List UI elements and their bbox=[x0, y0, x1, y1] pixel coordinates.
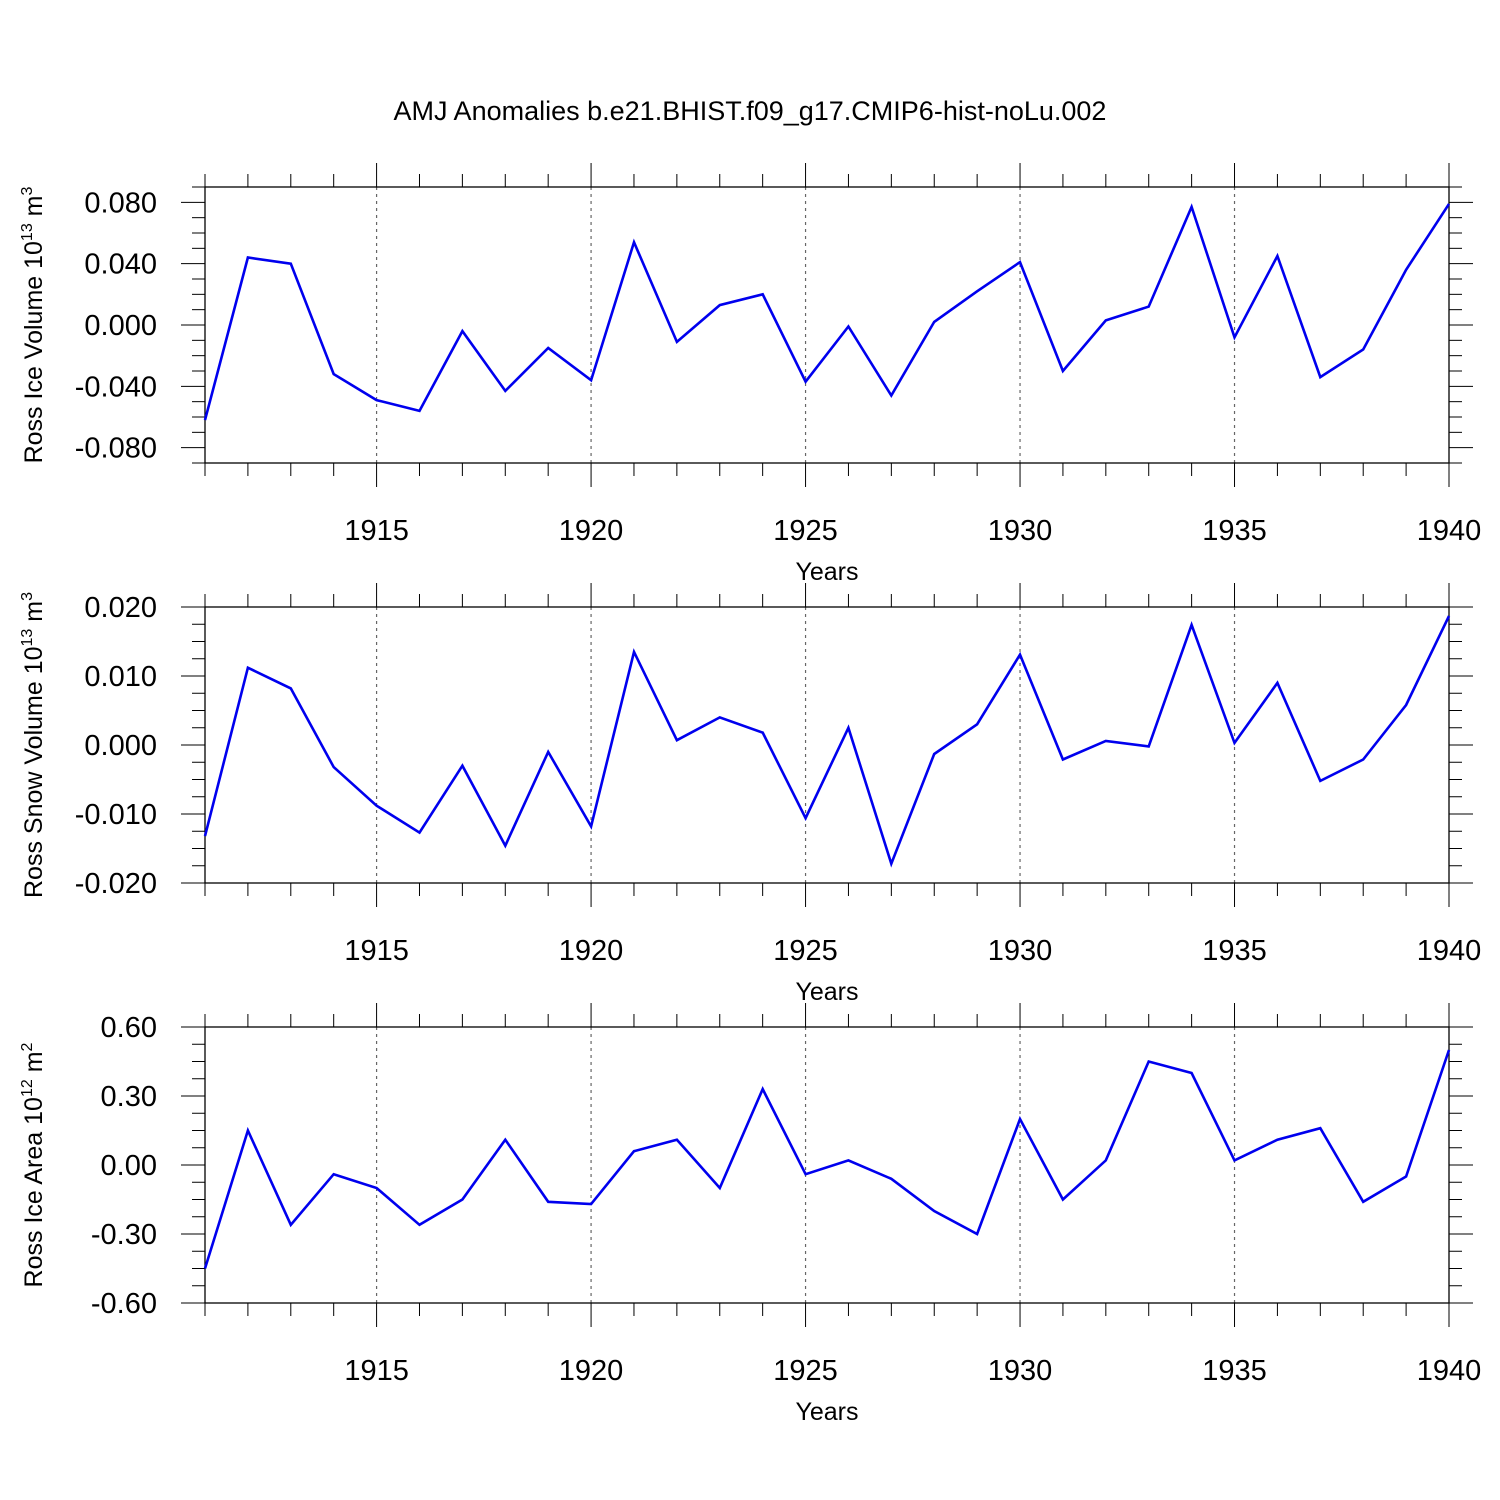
x-axis-label: Years bbox=[795, 558, 858, 586]
x-tick-label: 1940 bbox=[1417, 515, 1482, 547]
x-tick-label: 1915 bbox=[344, 515, 409, 547]
x-tick-label: 1935 bbox=[1202, 515, 1267, 547]
panel-ice-area: -0.60 -0.30 0.00 0.30 0.60 1915 1920 1925 1930 19… bbox=[19, 1003, 1481, 1426]
panel-ice-volume: -0.080 -0.040 0.000 0.040 0.080 1915 1920 1925 1… bbox=[19, 163, 1481, 586]
x-tick-label: 1920 bbox=[559, 515, 624, 547]
y-tick-label: 0.60 bbox=[101, 1012, 157, 1044]
x-tick-label: 1925 bbox=[773, 1355, 838, 1387]
y-tick-label: -0.010 bbox=[75, 799, 157, 831]
x-tick-label: 1930 bbox=[988, 1355, 1053, 1387]
y-tick-label: 0.010 bbox=[84, 661, 157, 693]
page-title: AMJ Anomalies b.e21.BHIST.f09_g17.CMIP6-… bbox=[393, 96, 1107, 126]
x-tick-label: 1940 bbox=[1417, 935, 1482, 967]
y-axis-label: Ross Ice Area 1012 m2 bbox=[19, 1042, 48, 1287]
x-tick-label: 1935 bbox=[1202, 935, 1267, 967]
x-tick-label: 1930 bbox=[988, 935, 1053, 967]
y-axis-label-unit: m bbox=[20, 1051, 48, 1079]
y-tick-label: 0.000 bbox=[84, 310, 157, 342]
y-axis-label-main: Ross Snow Volume 10 bbox=[20, 646, 48, 898]
y-tick-label: -0.080 bbox=[75, 433, 157, 465]
x-axis-label: Years bbox=[795, 978, 858, 1006]
series-line bbox=[203, 615, 1451, 868]
x-tick-label: 1925 bbox=[773, 935, 838, 967]
y-tick-label: 0.00 bbox=[101, 1150, 157, 1182]
x-tick-label: 1935 bbox=[1202, 1355, 1267, 1387]
y-axis-label-unit: m bbox=[20, 601, 48, 629]
y-tick-label: -0.020 bbox=[75, 868, 157, 900]
y-tick-label: -0.040 bbox=[75, 371, 157, 403]
y-axis-label-exponent: 13 bbox=[19, 223, 36, 241]
plot-frame bbox=[204, 606, 1450, 884]
y-tick-label: 0.000 bbox=[84, 730, 157, 762]
y-tick-label: -0.30 bbox=[91, 1219, 157, 1251]
y-axis-label-unit-exponent: 3 bbox=[19, 592, 36, 601]
series-line bbox=[203, 203, 1451, 421]
x-tick-label: 1920 bbox=[559, 935, 624, 967]
plot-frame bbox=[204, 1026, 1450, 1304]
y-axis-label-unit-exponent: 2 bbox=[19, 1042, 36, 1051]
x-tick-label: 1930 bbox=[988, 515, 1053, 547]
x-tick-label: 1920 bbox=[559, 1355, 624, 1387]
y-tick-label: 0.040 bbox=[84, 249, 157, 281]
y-tick-label: 0.30 bbox=[101, 1081, 157, 1113]
y-tick-label: 0.020 bbox=[84, 592, 157, 624]
y-axis-label: Ross Ice Volume 1013 m3 bbox=[19, 186, 48, 463]
y-tick-label: 0.080 bbox=[84, 187, 157, 219]
plot-frame bbox=[204, 186, 1450, 464]
x-tick-label: 1940 bbox=[1417, 1355, 1482, 1387]
x-tick-label: 1915 bbox=[344, 1355, 409, 1387]
y-axis-label-exponent: 13 bbox=[19, 629, 36, 647]
y-axis-label-main: Ross Ice Area 10 bbox=[20, 1097, 48, 1287]
y-axis-label: Ross Snow Volume 1013 m3 bbox=[19, 592, 48, 898]
y-axis-label-exponent: 12 bbox=[19, 1079, 36, 1097]
x-axis-label: Years bbox=[795, 1398, 858, 1426]
y-axis-label-unit: m bbox=[20, 195, 48, 223]
y-tick-label: -0.60 bbox=[91, 1288, 157, 1320]
x-tick-label: 1915 bbox=[344, 935, 409, 967]
x-tick-label: 1925 bbox=[773, 515, 838, 547]
y-axis-label-main: Ross Ice Volume 10 bbox=[20, 241, 48, 463]
y-axis-label-unit-exponent: 3 bbox=[19, 186, 36, 195]
series-line bbox=[203, 1049, 1451, 1269]
panel-snow-volume: -0.020 -0.010 0.000 0.010 0.020 1915 1920 1925 1… bbox=[19, 583, 1481, 1006]
